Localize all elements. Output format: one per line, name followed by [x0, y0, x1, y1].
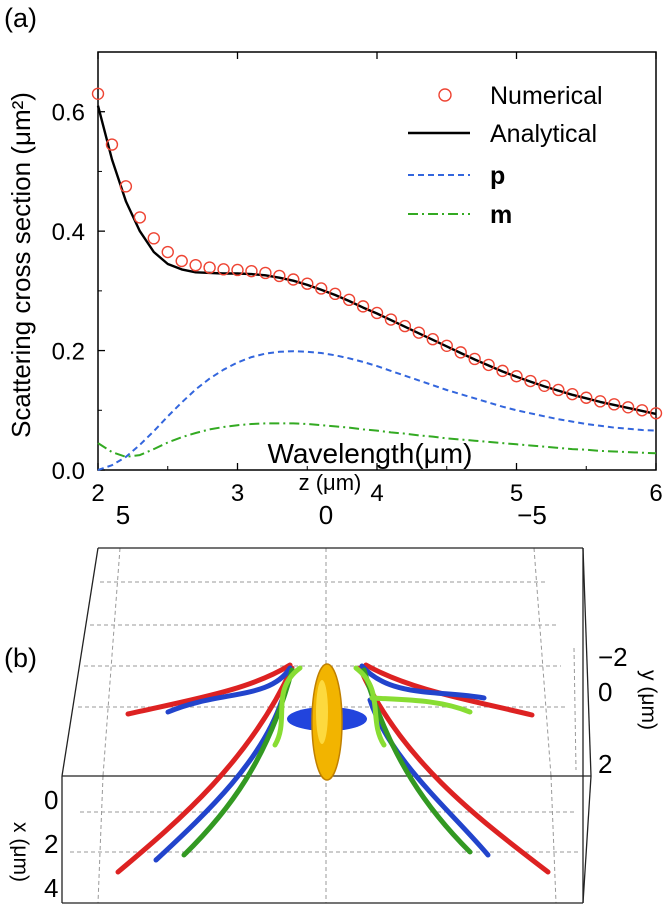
numerical-marker: [594, 395, 607, 408]
numerical-marker: [649, 407, 663, 420]
numerical-marker: [482, 358, 495, 372]
numerical-marker: [440, 339, 453, 352]
numerical-marker: [468, 352, 481, 366]
numerical-marker: [175, 254, 188, 268]
x-tick: 4: [44, 873, 58, 903]
legend-label-analytical: Analytical: [490, 120, 597, 148]
y-tick: −2: [598, 642, 628, 672]
z-tick: 0: [319, 500, 333, 530]
x-tick: 0: [44, 785, 58, 815]
numerical-marker: [315, 282, 328, 295]
y-axis-label: Scattering cross section (μm²): [6, 92, 36, 438]
x-tick-label: 2: [91, 480, 104, 507]
panel-b-label: (b): [4, 643, 37, 673]
y-tick-label: 0.0: [52, 458, 85, 485]
numerical-marker: [91, 87, 105, 101]
z-axis-title: z (μm): [299, 470, 362, 495]
numerical-marker: [412, 326, 426, 339]
x-axis-title-3d: x (μm): [9, 822, 32, 882]
series-line-analytical: [96, 105, 657, 416]
trajectory-green: [353, 665, 387, 748]
trajectory-red: [115, 665, 295, 875]
numerical-marker: [147, 232, 161, 245]
trajectory-blue: [367, 697, 491, 858]
numerical-marker: [217, 263, 230, 276]
numerical-marker: [119, 180, 133, 193]
numerical-marker: [161, 245, 174, 259]
x-tick-label: 5: [510, 480, 523, 507]
legend-label-m: m: [490, 201, 512, 229]
x-tick-label: 6: [649, 480, 662, 507]
numerical-marker: [398, 319, 412, 333]
numerical-marker: [580, 391, 593, 404]
x-tick-label: 3: [231, 480, 244, 507]
x-axis-label: Wavelength(μm): [268, 438, 473, 469]
x-tick: 2: [44, 829, 58, 859]
numerical-marker: [426, 333, 439, 346]
legend-label-p: p: [490, 162, 505, 190]
numerical-marker: [273, 269, 286, 283]
y-tick-label: 0.6: [52, 100, 85, 127]
plot-frame: [97, 51, 657, 471]
numerical-marker: [245, 264, 258, 278]
numerical-marker: [566, 387, 579, 401]
trajectory-blue: [359, 663, 487, 701]
z-tick: 5: [116, 500, 130, 530]
legend-marker-numerical: [438, 88, 452, 102]
numerical-marker: [370, 306, 384, 320]
numerical-marker: [328, 287, 342, 301]
numerical-marker: [259, 266, 272, 280]
numerical-marker: [538, 379, 551, 393]
panel-a-label: (a): [4, 3, 37, 33]
numerical-marker: [384, 313, 398, 326]
particle-highlight: [316, 680, 328, 744]
numerical-marker: [454, 346, 467, 359]
numerical-marker: [203, 261, 216, 274]
numerical-marker: [621, 401, 635, 414]
trajectory-blue: [165, 665, 293, 715]
numerical-marker: [133, 211, 147, 224]
y-tick-label: 0.4: [52, 219, 85, 246]
numerical-marker: [342, 293, 356, 307]
numerical-marker: [552, 383, 565, 397]
numerical-marker: [356, 300, 370, 313]
y-tick: 2: [598, 749, 612, 779]
series-line-p: [97, 350, 657, 471]
numerical-marker: [189, 258, 202, 272]
numerical-marker: [510, 370, 523, 383]
trajectory-red: [125, 662, 293, 717]
numerical-marker: [105, 138, 119, 151]
legend-label-numerical: Numerical: [490, 82, 603, 110]
trajectory-red: [357, 665, 551, 875]
numerical-marker: [231, 263, 244, 277]
legend: Numerical Analytical p m: [408, 82, 603, 229]
series-line-m: [97, 422, 657, 458]
numerical-marker: [301, 277, 314, 290]
numerical-marker: [635, 404, 649, 417]
numerical-marker: [607, 398, 621, 411]
z-tick: −5: [517, 500, 547, 530]
y-axis-title-3d: y (μm): [637, 670, 660, 730]
x-tick-label: 4: [370, 480, 383, 507]
particle: [287, 663, 367, 781]
y-tick: 0: [598, 677, 612, 707]
y-tick-label: 0.2: [52, 339, 85, 366]
chart-a: 2 3 4 5 6 0.0 0.2 0.4 0.6: [52, 51, 663, 507]
trajectory-green: [369, 695, 473, 715]
numerical-marker: [524, 374, 537, 388]
trajectory-green: [272, 665, 303, 748]
trajectories: [115, 662, 551, 875]
numerical-marker: [496, 364, 509, 378]
numerical-marker: [287, 273, 300, 286]
